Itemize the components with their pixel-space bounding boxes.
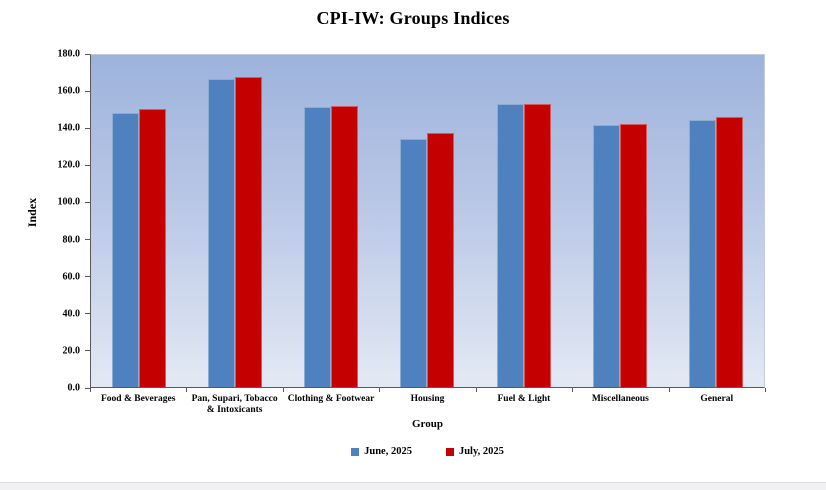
bar-july-2025 bbox=[715, 116, 743, 387]
bar-july-2025 bbox=[331, 105, 359, 387]
legend-swatch bbox=[445, 447, 454, 456]
y-tick-label: 160.0 bbox=[57, 85, 81, 97]
legend-swatch bbox=[351, 447, 360, 456]
bar-june-2025 bbox=[304, 106, 332, 387]
y-tick-label: 40.0 bbox=[62, 308, 81, 320]
legend-label: July, 2025 bbox=[458, 446, 504, 457]
y-tick-mark bbox=[85, 164, 90, 166]
x-axis-ticks bbox=[90, 388, 766, 393]
x-tick-mark bbox=[90, 388, 91, 392]
bar-july-2025 bbox=[619, 124, 647, 387]
y-tick-label: 100.0 bbox=[57, 196, 81, 208]
y-tick-mark bbox=[85, 127, 90, 129]
x-category-label: Pan, Supari, Tobacco & Intoxicants bbox=[191, 394, 278, 416]
bar-june-2025 bbox=[496, 104, 524, 387]
y-tick-mark bbox=[85, 276, 90, 278]
y-tick-mark bbox=[85, 350, 90, 352]
x-tick-mark bbox=[572, 388, 574, 392]
y-tick-mark bbox=[85, 201, 90, 203]
bar-july-2025 bbox=[427, 133, 455, 387]
x-tick-mark bbox=[379, 388, 381, 392]
x-category-labels: Food & Beverages Pan, Supari, Tobacco & I… bbox=[90, 394, 765, 417]
y-tick-label: 180.0 bbox=[57, 48, 81, 60]
y-tick-label: 120.0 bbox=[57, 159, 81, 171]
y-tick-mark bbox=[85, 387, 90, 389]
legend-item-june-2025: June, 2025 bbox=[351, 446, 412, 457]
bar-july-2025 bbox=[139, 109, 167, 387]
y-tick-label: 140.0 bbox=[57, 122, 81, 134]
bar-june-2025 bbox=[592, 125, 620, 387]
y-tick-label: 20.0 bbox=[62, 345, 81, 357]
x-tick-mark bbox=[186, 388, 188, 392]
y-tick-mark bbox=[85, 53, 90, 55]
bar-groups bbox=[91, 55, 764, 387]
x-tick-mark bbox=[668, 388, 670, 392]
chart-legend: June, 2025 July, 2025 bbox=[90, 446, 765, 457]
bar-june-2025 bbox=[400, 138, 428, 387]
x-tick-mark bbox=[475, 388, 477, 392]
y-tick-label: 60.0 bbox=[62, 271, 81, 283]
x-tick-mark bbox=[765, 388, 766, 392]
x-category-label: Fuel & Light bbox=[497, 394, 551, 404]
x-axis-title: Group bbox=[412, 418, 443, 430]
bar-group bbox=[476, 55, 572, 387]
x-category-label: Food & Beverages bbox=[101, 394, 176, 404]
plot-area bbox=[90, 54, 765, 388]
bar-july-2025 bbox=[523, 104, 551, 387]
bar-group bbox=[91, 55, 187, 387]
bar-june-2025 bbox=[112, 113, 140, 387]
bar-group bbox=[187, 55, 283, 387]
legend-item-july-2025: July, 2025 bbox=[445, 446, 504, 457]
bar-june-2025 bbox=[688, 119, 716, 387]
chart-title: CPI-IW: Groups Indices bbox=[316, 8, 510, 28]
x-category-label: Clothing & Footwear bbox=[287, 394, 375, 404]
y-tick-mark bbox=[85, 90, 90, 92]
bar-group bbox=[668, 55, 764, 387]
y-tick-mark bbox=[85, 313, 90, 315]
page-bottom-edge bbox=[0, 482, 826, 490]
y-axis: 0.0 20.0 40.0 60.0 80.0 100.0 120.0 140.0 160.0 1… bbox=[0, 49, 90, 394]
x-category-label: General bbox=[700, 394, 734, 404]
bar-june-2025 bbox=[208, 78, 236, 387]
x-category-label: Housing bbox=[410, 394, 445, 404]
bar-group bbox=[283, 55, 379, 387]
y-tick-label: 0.0 bbox=[67, 382, 81, 394]
bar-july-2025 bbox=[235, 77, 263, 387]
bar-group bbox=[379, 55, 475, 387]
legend-label: June, 2025 bbox=[364, 446, 412, 457]
x-category-label: Miscellaneous bbox=[591, 394, 649, 404]
bar-group bbox=[572, 55, 668, 387]
y-tick-label: 80.0 bbox=[62, 234, 81, 246]
y-tick-mark bbox=[85, 239, 90, 241]
x-tick-mark bbox=[282, 388, 284, 392]
